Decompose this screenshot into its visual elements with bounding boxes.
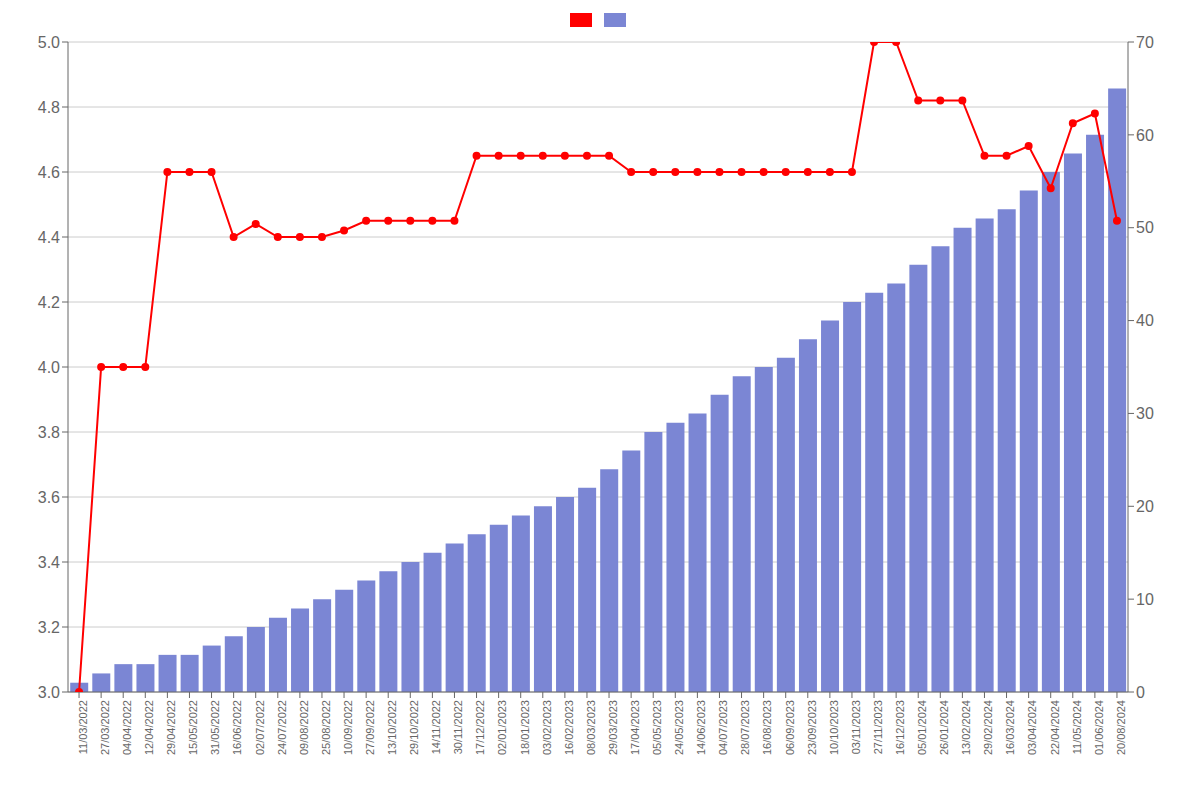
svg-text:11/03/2022: 11/03/2022 bbox=[77, 700, 89, 754]
svg-text:5.0: 5.0 bbox=[38, 34, 60, 51]
svg-text:11/05/2024: 11/05/2024 bbox=[1071, 700, 1083, 754]
svg-text:10/09/2022: 10/09/2022 bbox=[342, 700, 354, 755]
svg-text:16/12/2023: 16/12/2023 bbox=[894, 700, 906, 755]
svg-text:04/04/2022: 04/04/2022 bbox=[121, 700, 133, 755]
svg-text:31/05/2022: 31/05/2022 bbox=[209, 700, 221, 755]
svg-text:4.6: 4.6 bbox=[38, 164, 60, 181]
svg-text:50: 50 bbox=[1136, 219, 1154, 236]
svg-text:27/11/2023: 27/11/2023 bbox=[872, 700, 884, 754]
svg-text:14/06/2023: 14/06/2023 bbox=[695, 700, 707, 755]
svg-text:16/02/2023: 16/02/2023 bbox=[563, 700, 575, 755]
svg-text:24/07/2022: 24/07/2022 bbox=[276, 700, 288, 755]
svg-text:14/11/2022: 14/11/2022 bbox=[430, 700, 442, 754]
svg-text:05/01/2024: 05/01/2024 bbox=[916, 700, 928, 755]
svg-text:25/08/2022: 25/08/2022 bbox=[320, 700, 332, 755]
svg-text:04/07/2023: 04/07/2023 bbox=[717, 700, 729, 755]
svg-text:16/03/2024: 16/03/2024 bbox=[1004, 700, 1016, 755]
svg-text:10/10/2023: 10/10/2023 bbox=[828, 700, 840, 755]
svg-text:10: 10 bbox=[1136, 591, 1154, 608]
svg-text:02/01/2023: 02/01/2023 bbox=[496, 700, 508, 755]
svg-text:40: 40 bbox=[1136, 312, 1154, 329]
svg-text:26/01/2024: 26/01/2024 bbox=[938, 700, 950, 755]
svg-text:3.2: 3.2 bbox=[38, 619, 60, 636]
svg-text:15/05/2022: 15/05/2022 bbox=[187, 700, 199, 755]
svg-text:4.4: 4.4 bbox=[38, 229, 60, 246]
svg-text:18/01/2023: 18/01/2023 bbox=[519, 700, 531, 755]
svg-text:3.6: 3.6 bbox=[38, 489, 60, 506]
svg-text:03/02/2023: 03/02/2023 bbox=[541, 700, 553, 755]
svg-text:4.0: 4.0 bbox=[38, 359, 60, 376]
svg-text:27/09/2022: 27/09/2022 bbox=[364, 700, 376, 755]
svg-text:05/05/2023: 05/05/2023 bbox=[651, 700, 663, 755]
svg-text:13/10/2022: 13/10/2022 bbox=[386, 700, 398, 755]
svg-text:29/04/2022: 29/04/2022 bbox=[165, 700, 177, 755]
svg-text:4.8: 4.8 bbox=[38, 99, 60, 116]
svg-text:29/10/2022: 29/10/2022 bbox=[408, 700, 420, 755]
svg-text:28/07/2023: 28/07/2023 bbox=[739, 700, 751, 755]
svg-text:0: 0 bbox=[1136, 684, 1145, 701]
svg-text:13/02/2024: 13/02/2024 bbox=[960, 700, 972, 755]
svg-text:16/06/2022: 16/06/2022 bbox=[231, 700, 243, 755]
svg-text:20/08/2024: 20/08/2024 bbox=[1115, 700, 1127, 755]
svg-text:20: 20 bbox=[1136, 498, 1154, 515]
svg-text:30: 30 bbox=[1136, 405, 1154, 422]
svg-text:24/05/2023: 24/05/2023 bbox=[673, 700, 685, 755]
svg-text:09/08/2022: 09/08/2022 bbox=[298, 700, 310, 755]
svg-text:06/09/2023: 06/09/2023 bbox=[784, 700, 796, 755]
svg-text:03/04/2024: 03/04/2024 bbox=[1026, 700, 1038, 755]
svg-text:3.0: 3.0 bbox=[38, 684, 60, 701]
svg-text:22/04/2024: 22/04/2024 bbox=[1049, 700, 1061, 755]
svg-text:17/12/2022: 17/12/2022 bbox=[474, 700, 486, 755]
svg-text:27/03/2022: 27/03/2022 bbox=[99, 700, 111, 755]
svg-text:01/06/2024: 01/06/2024 bbox=[1093, 700, 1105, 755]
svg-text:30/11/2022: 30/11/2022 bbox=[452, 700, 464, 754]
svg-text:3.4: 3.4 bbox=[38, 554, 60, 571]
svg-text:29/03/2023: 29/03/2023 bbox=[607, 700, 619, 755]
svg-text:02/07/2022: 02/07/2022 bbox=[254, 700, 266, 755]
svg-text:08/03/2023: 08/03/2023 bbox=[585, 700, 597, 755]
svg-text:70: 70 bbox=[1136, 34, 1154, 51]
svg-text:29/02/2024: 29/02/2024 bbox=[982, 700, 994, 755]
svg-text:12/04/2022: 12/04/2022 bbox=[143, 700, 155, 755]
svg-text:60: 60 bbox=[1136, 127, 1154, 144]
svg-text:16/08/2023: 16/08/2023 bbox=[761, 700, 773, 755]
svg-text:23/09/2023: 23/09/2023 bbox=[806, 700, 818, 755]
svg-text:03/11/2023: 03/11/2023 bbox=[850, 700, 862, 754]
svg-text:3.8: 3.8 bbox=[38, 424, 60, 441]
svg-text:17/04/2023: 17/04/2023 bbox=[629, 700, 641, 755]
svg-text:4.2: 4.2 bbox=[38, 294, 60, 311]
